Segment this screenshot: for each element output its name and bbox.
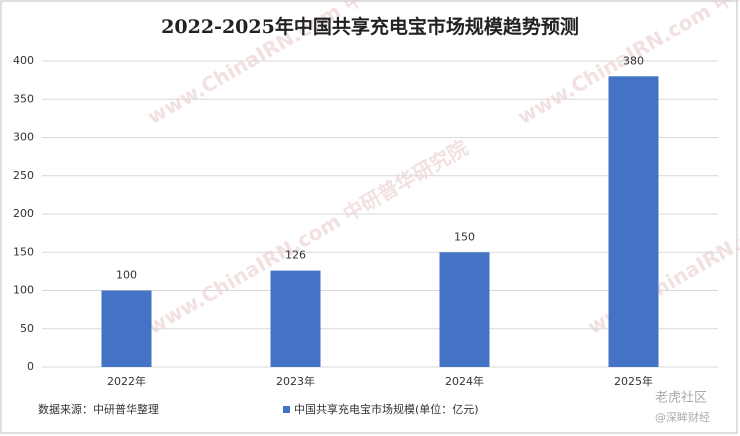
y-tick-label: 50 xyxy=(20,322,34,335)
chart-title: 2022-2025年中国共享充电宝市场规模趋势预测 xyxy=(161,15,579,38)
brand: 老虎社区 xyxy=(655,390,707,406)
bar xyxy=(439,252,490,367)
y-tick-label: 100 xyxy=(13,284,34,297)
bar xyxy=(270,270,321,367)
x-tick-label: 2024年 xyxy=(445,374,484,388)
bar xyxy=(608,76,659,368)
y-tick-label: 300 xyxy=(13,131,34,144)
legend-swatch xyxy=(283,406,290,413)
x-tick-label: 2023年 xyxy=(276,374,315,388)
y-tick-label: 200 xyxy=(13,207,34,220)
value-label: 380 xyxy=(623,54,644,67)
y-tick-label: 0 xyxy=(27,360,34,373)
y-tick-label: 400 xyxy=(13,54,34,67)
value-label: 126 xyxy=(285,249,306,262)
x-tick-label: 2022年 xyxy=(107,374,146,388)
y-tick-label: 250 xyxy=(13,169,34,182)
x-tick-label: 2025年 xyxy=(614,374,653,388)
legend-label: 中国共享充电宝市场规模(单位：亿元) xyxy=(294,402,479,416)
y-tick-label: 350 xyxy=(13,92,34,105)
value-label: 150 xyxy=(454,230,475,243)
brand-handle: @深眸财经 xyxy=(655,410,710,424)
value-label: 100 xyxy=(116,269,137,282)
source-note: 数据来源：中研普华整理 xyxy=(38,402,159,416)
bar xyxy=(101,290,152,367)
y-tick-label: 150 xyxy=(13,245,34,258)
